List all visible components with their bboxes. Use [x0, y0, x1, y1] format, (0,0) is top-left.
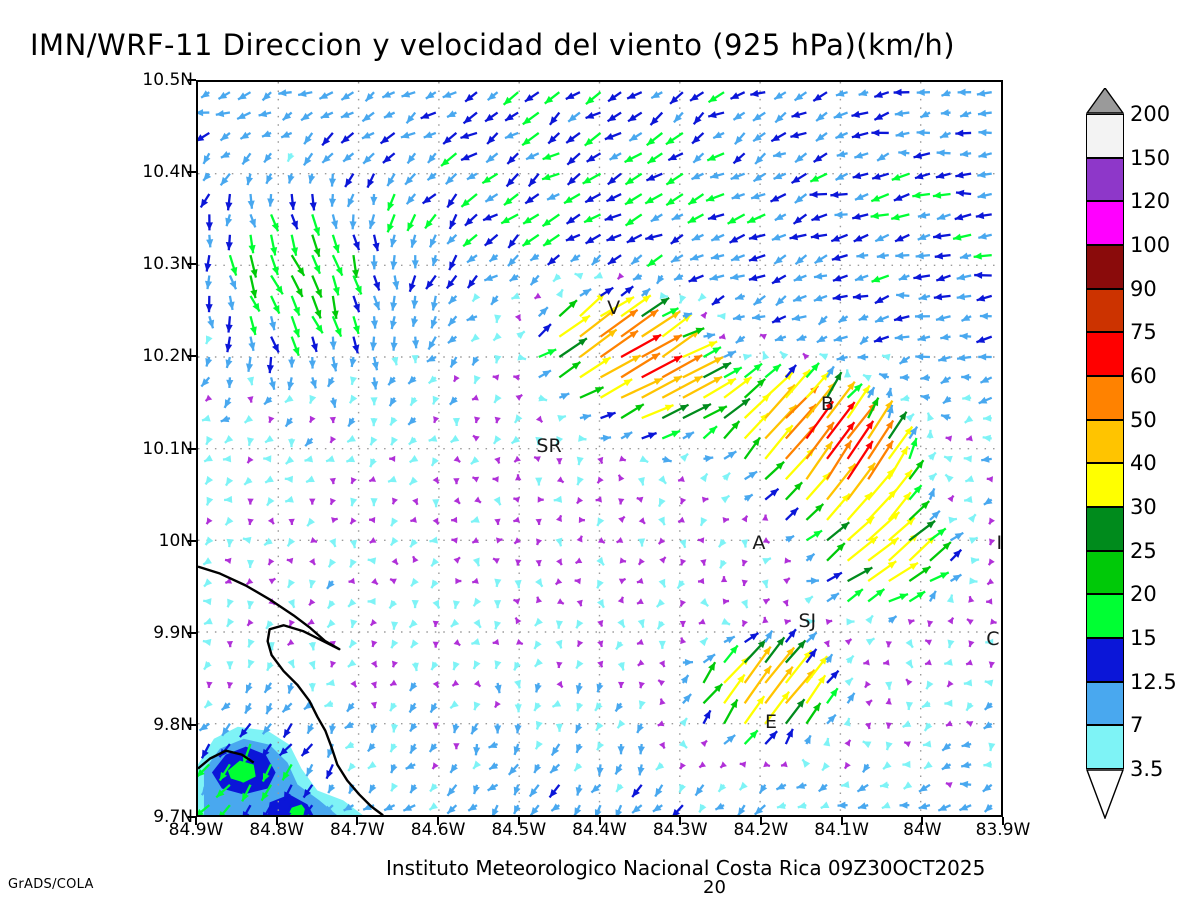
x-axis-tick-label: 84.8W: [249, 820, 305, 840]
map-station-label: SJ: [798, 609, 817, 632]
x-axis-tick-mark: [275, 817, 278, 825]
x-axis-tick-label: 84.1W: [814, 820, 869, 840]
colorbar-tick-label: 15: [1130, 626, 1157, 650]
colorbar-swatch: [1086, 507, 1124, 551]
colorbar-cap-top: [1085, 86, 1125, 114]
colorbar-tick-label: 12.5: [1130, 669, 1177, 694]
y-axis-tick-mark: [188, 539, 196, 542]
colorbar-tick-label: 150: [1130, 145, 1171, 170]
y-axis-tick-label: 9.9N: [153, 622, 193, 643]
map-station-label: E: [764, 711, 777, 734]
y-axis-tick-mark: [188, 171, 196, 174]
y-axis-tick-label: 10.4N: [142, 162, 193, 183]
x-axis-tick-label: 84.5W: [491, 820, 547, 840]
x-axis-tick-mark: [679, 817, 682, 825]
y-axis-tick-label: 10.3N: [142, 254, 193, 275]
y-axis-tick-mark: [188, 631, 196, 634]
plot-area: V SR B A I SJ C E: [196, 80, 1003, 817]
colorbar-tick-label: 3.5: [1130, 757, 1164, 781]
colorbar-swatch: [1086, 201, 1124, 245]
colorbar-tick-label: 75: [1130, 320, 1157, 345]
colorbar-tick-label: 120: [1130, 189, 1171, 214]
colorbar-tick-label: 100: [1130, 233, 1171, 257]
map-station-label: A: [752, 531, 766, 554]
y-axis-tick-label: 10.1N: [142, 438, 193, 459]
y-axis-tick-mark: [188, 263, 196, 266]
colorbar-swatch: [1086, 332, 1124, 376]
x-axis-tick-mark: [598, 817, 601, 825]
map-station-label: SR: [536, 434, 562, 457]
x-axis-tick-mark: [517, 817, 520, 825]
colorbar: 200 150 120 100 90 75 60 50 40 30 25 20 15 12.5 7 3.5: [1085, 86, 1177, 820]
y-axis-tick-mark: [188, 355, 196, 358]
x-axis-tick-mark: [1002, 817, 1004, 825]
x-axis-tick-label: 84.3W: [652, 820, 708, 840]
colorbar-swatch: [1086, 594, 1124, 638]
colorbar-tick-label: 90: [1130, 276, 1157, 301]
colorbar-cap-bottom: [1085, 769, 1125, 820]
x-axis-tick-label: 84.6W: [410, 820, 466, 840]
colorbar-swatch: [1086, 157, 1124, 202]
colorbar-swatch: [1086, 550, 1124, 595]
colorbar-swatch: [1086, 114, 1124, 158]
colorbar-tick-label: 30: [1130, 495, 1157, 519]
colorbar-swatch: [1086, 463, 1124, 507]
colorbar-swatch: [1086, 288, 1124, 333]
y-axis-tick-label: 9.8N: [153, 714, 193, 735]
colorbar-swatch: [1086, 419, 1124, 464]
colorbar-swatch: [1086, 681, 1124, 726]
colorbar-tick-label: 200: [1130, 102, 1171, 126]
x-axis-tick-label: 84.2W: [733, 820, 789, 840]
x-axis-tick-mark: [840, 817, 843, 825]
x-axis-tick-mark: [356, 817, 359, 825]
x-axis-tick-label: 84.7W: [330, 820, 385, 840]
station-labels: V SR B A I SJ C E: [198, 82, 1003, 815]
map-station-label: V: [607, 296, 621, 319]
wind-chart: V SR B A I SJ C E: [196, 80, 1003, 817]
y-axis-tick-mark: [188, 723, 196, 726]
colorbar-swatch: [1086, 376, 1124, 420]
x-axis-tick-mark: [437, 817, 440, 825]
colorbar-tick-label: 50: [1130, 407, 1157, 432]
colorbar-swatch: [1086, 638, 1124, 682]
footer-page-number: 20: [703, 877, 726, 898]
coastline: [198, 565, 384, 816]
y-axis-tick-label: 9.7N: [153, 807, 193, 827]
map-station-label: I: [996, 531, 1003, 554]
y-axis-tick-label: 10.5N: [142, 70, 193, 90]
map-station-label: B: [820, 393, 834, 416]
x-axis-tick-label: 84.9W: [168, 820, 224, 840]
colorbar-swatch: [1086, 245, 1124, 289]
y-axis-tick-mark: [188, 816, 196, 818]
colorbar-tick-label: 60: [1130, 364, 1157, 388]
x-axis-tick-mark: [921, 817, 924, 825]
colorbar-tick-label: 7: [1130, 713, 1144, 738]
x-axis-tick-label: 84.4W: [572, 820, 627, 840]
y-axis-tick-label: 10N: [158, 530, 193, 551]
footer-center: Instituto Meteorologico Nacional Costa R…: [386, 856, 986, 880]
y-axis-tick-mark: [188, 79, 196, 81]
colorbar-tick-label: 25: [1130, 538, 1157, 563]
x-axis-tick-mark: [759, 817, 762, 825]
colorbar-swatch: [1086, 725, 1124, 769]
page-title: IMN/WRF-11 Direccion y velocidad del vie…: [30, 28, 956, 62]
x-axis-tick-label: 83.9W: [975, 820, 1031, 840]
y-axis-tick-label: 10.2N: [142, 346, 193, 367]
x-axis-tick-label: 84W: [903, 820, 942, 840]
colorbar-tick-label: 20: [1130, 582, 1157, 607]
map-station-label: C: [986, 628, 1000, 651]
colorbar-tick-label: 40: [1130, 451, 1157, 476]
footer-credit: GrADS/COLA: [8, 877, 94, 892]
x-axis-tick-mark: [195, 817, 197, 825]
y-axis-tick-mark: [188, 447, 196, 450]
